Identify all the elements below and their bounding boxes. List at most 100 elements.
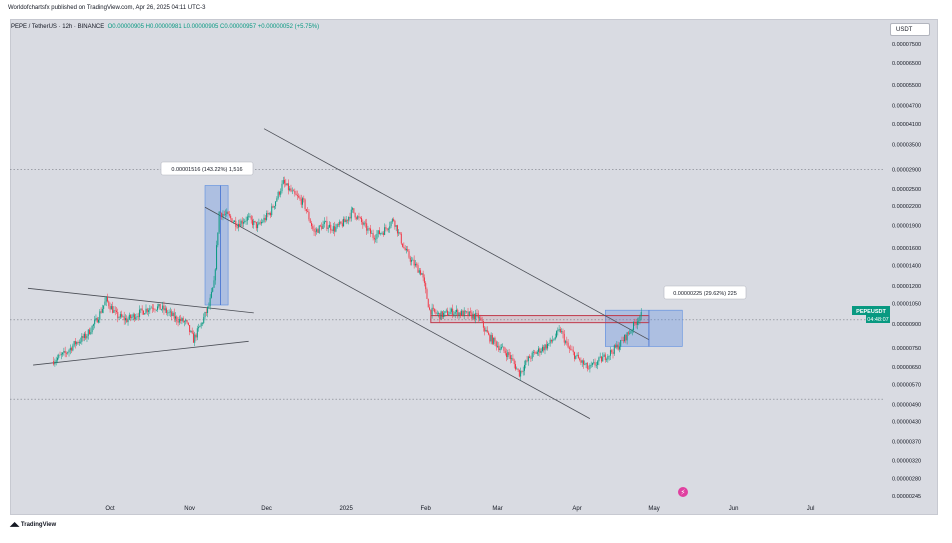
candle-body [582,360,584,365]
candle-body [232,221,234,223]
candle-body [91,325,93,333]
candle-body [339,221,341,225]
candle-body [150,307,152,309]
x-tick-label: Mar [492,506,502,512]
candle-body [157,306,159,310]
y-tick-label: 0.00002200 [892,204,921,210]
candle-body [95,317,97,321]
candle-body [507,352,509,358]
chart-area[interactable] [10,19,938,515]
candle-body [167,312,169,314]
candle-body [260,222,262,224]
candle-body [178,318,180,323]
candle-body [346,219,348,221]
candle-body [554,337,556,340]
candle-body [92,324,94,326]
candle-body [332,226,334,231]
candle-body [434,308,436,312]
candle-body [387,228,389,230]
candle-body [65,352,67,354]
candle-body [550,339,552,342]
candle-body [386,228,388,230]
candle-body [253,220,255,226]
candle-body [352,208,354,210]
candle-body [639,316,641,321]
candle-body [337,224,339,225]
candle-body [254,220,256,222]
y-tick-label: 0.00004100 [892,122,921,128]
candle-body [629,333,631,334]
candle-body [444,311,446,313]
candle-body [440,311,442,320]
candle-body [263,217,265,222]
candle-body [552,340,554,342]
candle-body [250,216,252,220]
candle-body [190,330,192,332]
candle-body [561,331,563,333]
candle-body [127,319,129,323]
candle-body [216,245,218,270]
candle-body [172,312,174,317]
candle-body [521,370,523,372]
channel-upper-line [263,128,650,341]
candle-body [203,317,205,324]
candle-body [68,350,70,353]
candle-body [103,305,105,309]
candle-body [82,336,84,338]
y-tick-label: 0.00000280 [892,476,921,482]
candle-body [344,218,346,223]
candle-body [608,355,610,357]
candle-body [458,312,460,317]
candle-body [302,198,304,205]
candle-body [516,368,518,370]
candle-body [576,354,578,356]
candle-body [453,313,455,316]
candle-body [246,216,248,221]
candle-body [155,309,157,311]
candle-body [586,362,588,369]
candle-body [209,297,211,307]
candle-body [335,227,337,232]
candle-body [208,306,210,307]
candle-body [472,313,474,319]
candle-body [473,313,475,320]
candle-body [457,309,459,317]
candle-body [104,301,106,306]
candle-body [343,218,345,227]
y-tick-label: 0.00000750 [892,346,921,352]
event-marker-icon[interactable] [678,487,688,497]
candle-body [368,228,370,230]
candle-body [271,206,273,216]
candle-body [432,307,434,309]
candle-body [298,196,300,198]
candle-body [499,348,501,351]
candle-body [384,227,386,235]
candle-body [593,362,595,364]
candle-body [361,217,363,223]
candle-body [217,232,219,246]
candle-body [280,191,282,195]
candle-body [430,309,432,315]
candle-body [377,230,379,234]
y-tick-label: 0.00000570 [892,382,921,388]
candle-body [454,311,456,314]
range-label-box-apr [663,285,747,300]
candle-body [118,317,120,319]
last-price-symbol: PEPEUSDT [856,309,886,315]
candle-body [350,209,352,219]
candle-body [327,227,329,229]
candle-body [443,312,445,318]
candle-body [222,214,224,217]
symbol-legend: PEPE / TetherUS · 12h · BINANCE O0.00000… [11,24,319,30]
candle-body [144,313,146,315]
candle-body [599,356,601,358]
candle-body [225,213,227,215]
candle-body [328,224,330,228]
currency-button[interactable]: USDT [890,23,930,36]
x-tick-label: Apr [572,506,581,512]
candle-body [588,368,590,370]
candle-body [497,345,499,347]
candle-body [122,316,124,318]
y-tick-label: 0.00000245 [892,494,921,500]
